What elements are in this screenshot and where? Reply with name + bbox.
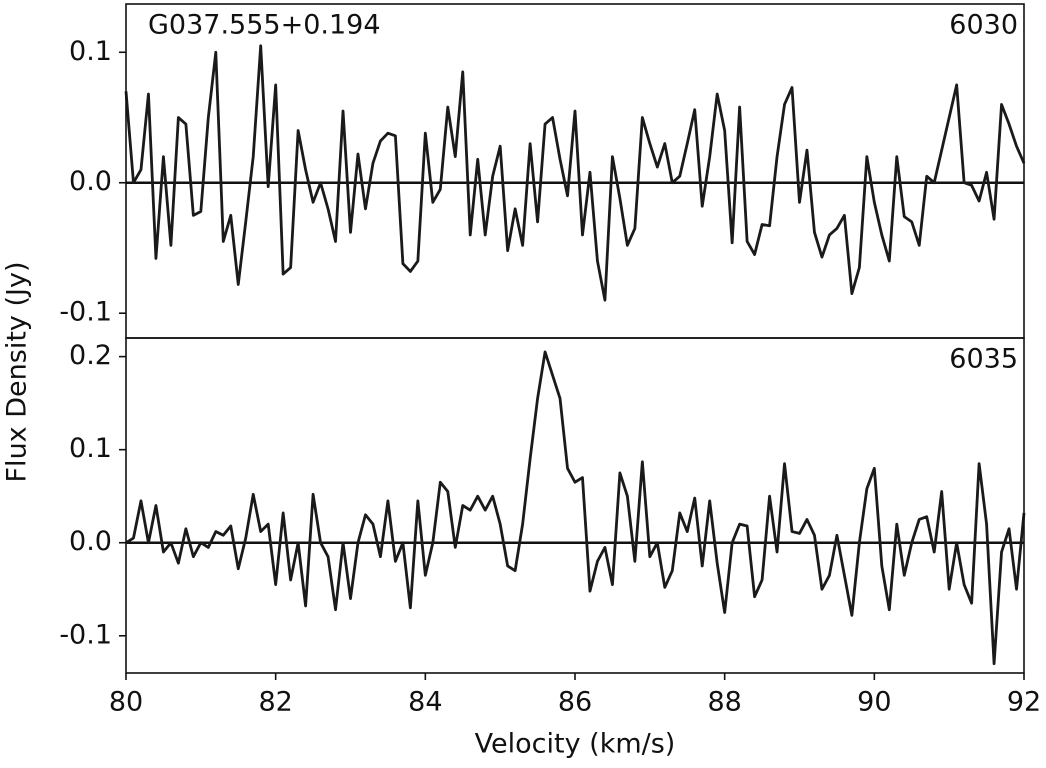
y-tick-label: 0.2 [69,340,112,371]
y-tick-label: 0.1 [69,433,112,464]
x-tick-label: 90 [857,687,891,718]
x-tick-label: 82 [258,687,292,718]
x-tick-label: 86 [558,687,592,718]
y-tick-label: -0.1 [59,297,112,328]
x-tick-label: 88 [707,687,741,718]
plot-frame [125,337,1025,674]
panel-label: 6030 [949,10,1018,41]
x-tick-label: 80 [109,687,143,718]
y-tick-label: 0.1 [69,36,112,67]
y-tick-label: 0.0 [69,526,112,557]
y-tick-label: -0.1 [59,619,112,650]
panel-label: 6035 [949,344,1018,375]
y-axis-label: Flux Density (Jy) [2,262,33,483]
source-label: G037.555+0.194 [148,10,381,41]
x-tick-label: 84 [408,687,442,718]
x-axis-label: Velocity (km/s) [475,729,676,760]
data-line [124,44,1026,302]
data-line [125,350,1026,666]
x-tick-label: 92 [1007,687,1041,718]
y-tick-label: 0.0 [69,166,112,197]
